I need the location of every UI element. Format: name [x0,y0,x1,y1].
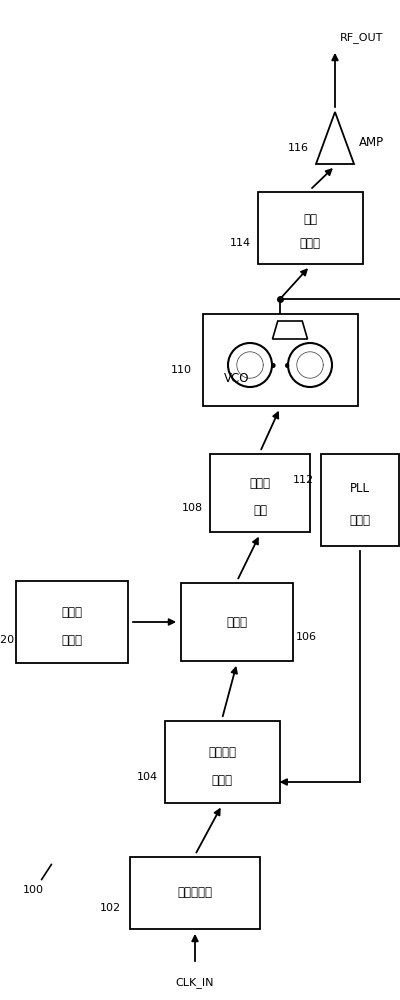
Text: 波器: 波器 [253,504,267,517]
Text: 输出: 输出 [303,213,317,226]
Text: 基准分频器: 基准分频器 [178,886,212,900]
Bar [164,721,280,803]
Text: 100: 100 [22,885,44,895]
Text: 相位频率: 相位频率 [208,746,236,759]
Text: 102: 102 [100,903,121,913]
Text: CLK_IN: CLK_IN [176,977,214,988]
Text: AMP: AMP [359,136,384,149]
Text: 104: 104 [136,772,158,782]
Text: 116: 116 [288,143,309,153]
Text: PLL: PLL [350,482,370,495]
Bar [181,583,293,661]
Text: 电荷泵: 电荷泵 [62,606,82,619]
Bar [16,581,128,663]
Bar [258,192,362,264]
Text: 108: 108 [182,503,203,513]
Text: 环路滤: 环路滤 [250,477,270,490]
Text: 分频器: 分频器 [300,237,320,250]
Bar [130,857,260,929]
Text: 120: 120 [0,635,15,645]
Bar [202,314,358,406]
Text: 112: 112 [293,475,314,485]
Text: VCO: VCO [224,372,249,385]
Text: 分频器: 分频器 [350,514,370,527]
Bar [321,454,399,546]
Text: 控制器: 控制器 [62,634,82,647]
Text: 110: 110 [170,365,192,375]
Polygon shape [316,112,354,164]
Text: RF_OUT: RF_OUT [340,32,383,43]
Text: 电荷泵: 电荷泵 [226,615,248,629]
Text: 114: 114 [230,238,251,248]
Text: 106: 106 [296,632,317,642]
Text: 检测器: 检测器 [212,774,232,787]
Text: • •: • • [269,360,291,375]
Polygon shape [272,321,308,339]
Bar [210,454,310,532]
